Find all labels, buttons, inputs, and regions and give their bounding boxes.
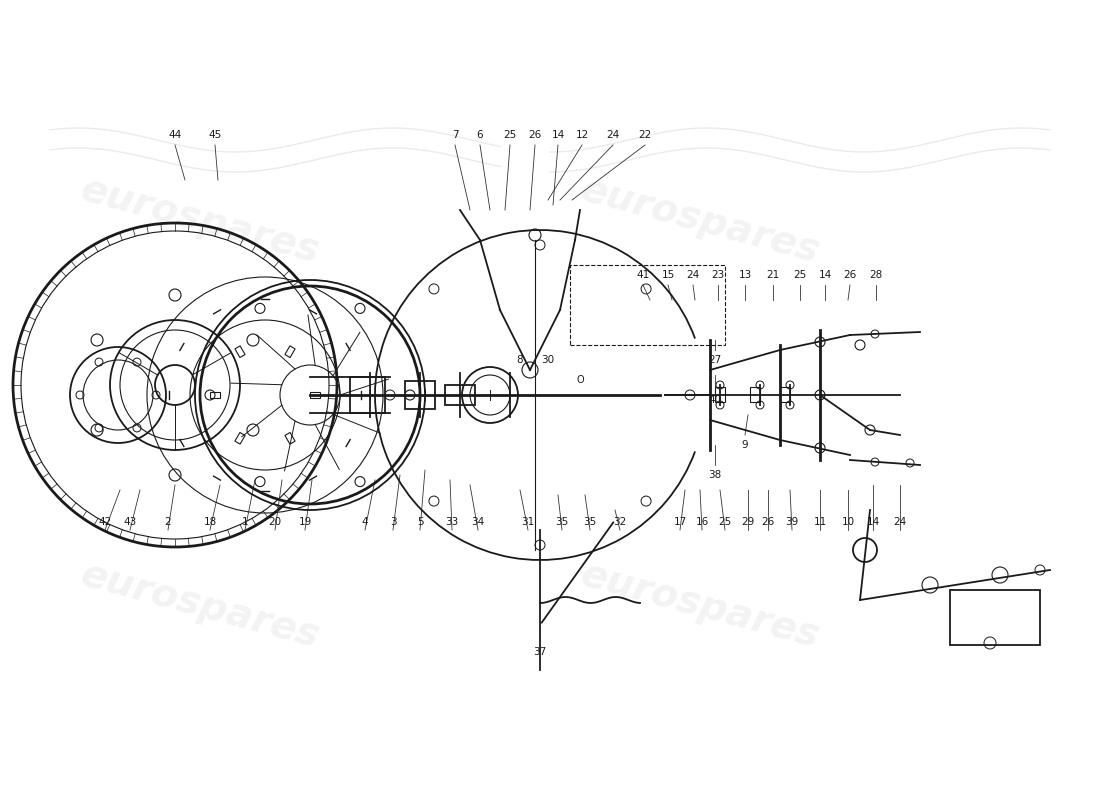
- Text: 37: 37: [534, 647, 547, 657]
- Text: 26: 26: [528, 130, 541, 140]
- Text: 12: 12: [575, 130, 589, 140]
- Bar: [235, 346, 245, 358]
- Text: 15: 15: [661, 270, 674, 280]
- Bar: [405, 381, 435, 409]
- Bar: [235, 433, 245, 444]
- Text: 1: 1: [242, 517, 249, 527]
- Text: eurospares: eurospares: [76, 170, 323, 270]
- Text: 4: 4: [362, 517, 369, 527]
- Text: 24: 24: [686, 270, 700, 280]
- Text: eurospares: eurospares: [76, 555, 323, 655]
- Text: 24: 24: [893, 517, 906, 527]
- Text: 14: 14: [818, 270, 832, 280]
- Text: 28: 28: [869, 270, 882, 280]
- Text: 34: 34: [472, 517, 485, 527]
- Bar: [780, 387, 790, 402]
- Text: 27: 27: [708, 355, 722, 365]
- Text: 7: 7: [452, 130, 459, 140]
- Text: 2: 2: [165, 517, 172, 527]
- Text: 35: 35: [583, 517, 596, 527]
- Text: 3: 3: [389, 517, 396, 527]
- Text: 23: 23: [712, 270, 725, 280]
- Text: 14: 14: [551, 130, 564, 140]
- Text: 31: 31: [521, 517, 535, 527]
- Text: 13: 13: [738, 270, 751, 280]
- Text: 24: 24: [606, 130, 619, 140]
- Text: 35: 35: [556, 517, 569, 527]
- Text: 38: 38: [708, 470, 722, 480]
- Text: 9: 9: [741, 440, 748, 450]
- Bar: [285, 433, 295, 444]
- Text: 5: 5: [417, 517, 424, 527]
- Text: 21: 21: [767, 270, 780, 280]
- Text: 6: 6: [476, 130, 483, 140]
- Bar: [285, 346, 295, 358]
- Text: 32: 32: [614, 517, 627, 527]
- Text: 17: 17: [673, 517, 686, 527]
- Text: eurospares: eurospares: [576, 170, 824, 270]
- Bar: [446, 385, 475, 405]
- Bar: [950, 590, 1040, 645]
- Text: 33: 33: [446, 517, 459, 527]
- Bar: [350, 377, 385, 413]
- Text: 26: 26: [761, 517, 774, 527]
- Text: 42: 42: [98, 517, 111, 527]
- Bar: [570, 265, 725, 345]
- Text: 11: 11: [813, 517, 826, 527]
- Text: 25: 25: [718, 517, 732, 527]
- Text: O: O: [576, 375, 584, 385]
- Text: 25: 25: [504, 130, 517, 140]
- Text: 25: 25: [793, 270, 806, 280]
- Bar: [210, 392, 220, 398]
- Text: 30: 30: [541, 355, 554, 365]
- Bar: [750, 387, 760, 402]
- Text: 19: 19: [298, 517, 311, 527]
- Bar: [310, 392, 320, 398]
- Text: 40: 40: [708, 395, 722, 405]
- Text: 43: 43: [123, 517, 136, 527]
- Text: 18: 18: [204, 517, 217, 527]
- Text: 26: 26: [844, 270, 857, 280]
- Text: 29: 29: [741, 517, 755, 527]
- Text: 8: 8: [517, 355, 524, 365]
- Text: 10: 10: [842, 517, 855, 527]
- Text: 20: 20: [268, 517, 282, 527]
- Text: 16: 16: [695, 517, 708, 527]
- Text: 44: 44: [168, 130, 182, 140]
- Text: 39: 39: [785, 517, 799, 527]
- Text: 41: 41: [637, 270, 650, 280]
- Bar: [715, 387, 725, 402]
- Text: 45: 45: [208, 130, 221, 140]
- Text: 22: 22: [638, 130, 651, 140]
- Text: eurospares: eurospares: [576, 555, 824, 655]
- Text: 14: 14: [867, 517, 880, 527]
